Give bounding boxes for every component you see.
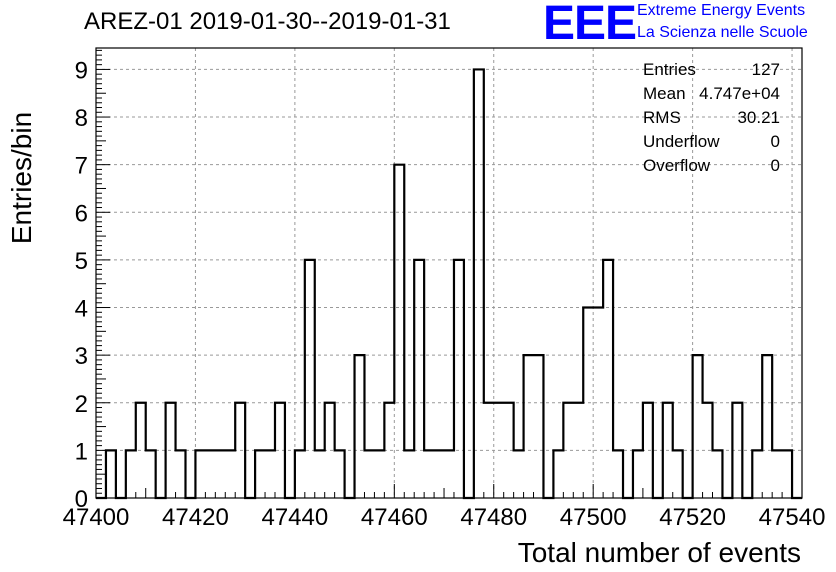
x-tick-label: 47440 <box>261 504 328 531</box>
stat-label: Entries <box>643 60 696 79</box>
x-axis-label: Total number of events <box>518 537 801 568</box>
stats-box: Entries 127 Mean 4.747e+04 RMS 30.21 Und… <box>640 60 780 180</box>
stat-label: Overflow <box>643 156 711 175</box>
grid-lines <box>95 48 802 499</box>
x-tick-label: 47420 <box>162 504 229 531</box>
x-tick-label: 47520 <box>659 504 726 531</box>
stat-value: 30.21 <box>737 108 780 127</box>
stat-value: 4.747e+04 <box>699 84 780 103</box>
logo-caption-line2: La Scienza nelle Scuole <box>637 24 808 41</box>
x-tick-label: 47400 <box>63 504 130 531</box>
eee-logo: EEE <box>543 0 637 50</box>
stat-value: 0 <box>770 156 780 175</box>
x-tick-label: 47500 <box>560 504 627 531</box>
y-tick-label: 2 <box>75 391 88 418</box>
x-tick-label: 47460 <box>361 504 428 531</box>
y-tick-label: 8 <box>75 105 88 132</box>
y-tick-label: 6 <box>75 200 88 227</box>
y-tick-label: 1 <box>75 438 88 465</box>
stat-row-overflow: Overflow 0 <box>640 156 780 180</box>
stat-label: Mean <box>643 84 686 103</box>
stat-row-rms: RMS 30.21 <box>640 108 780 132</box>
y-axis-label: Entries/bin <box>6 112 37 244</box>
stat-row-mean: Mean 4.747e+04 <box>640 84 780 108</box>
y-tick-label: 4 <box>75 296 88 323</box>
stat-value: 127 <box>751 60 780 79</box>
stat-value: 0 <box>770 132 780 151</box>
x-tick-label: 47480 <box>460 504 527 531</box>
axes: 47400 47420 47440 47460 47480 47500 47520 47540… <box>63 49 826 531</box>
x-tick-label: 47540 <box>759 504 826 531</box>
y-tick-label: 7 <box>75 153 88 180</box>
stat-row-entries: Entries 127 <box>640 60 780 84</box>
y-tick-label: 5 <box>75 248 88 275</box>
logo-caption-line1: Extreme Energy Events <box>637 2 806 19</box>
stat-label: RMS <box>643 108 681 127</box>
y-tick-label: 9 <box>75 57 88 84</box>
chart-title: AREZ-01 2019-01-30--2019-01-31 <box>84 8 451 35</box>
y-tick-label: 0 <box>75 486 88 513</box>
y-tick-label: 3 <box>75 343 88 370</box>
stat-row-underflow: Underflow 0 <box>640 132 780 156</box>
stat-label: Underflow <box>643 132 720 151</box>
plot-frame <box>95 47 803 499</box>
